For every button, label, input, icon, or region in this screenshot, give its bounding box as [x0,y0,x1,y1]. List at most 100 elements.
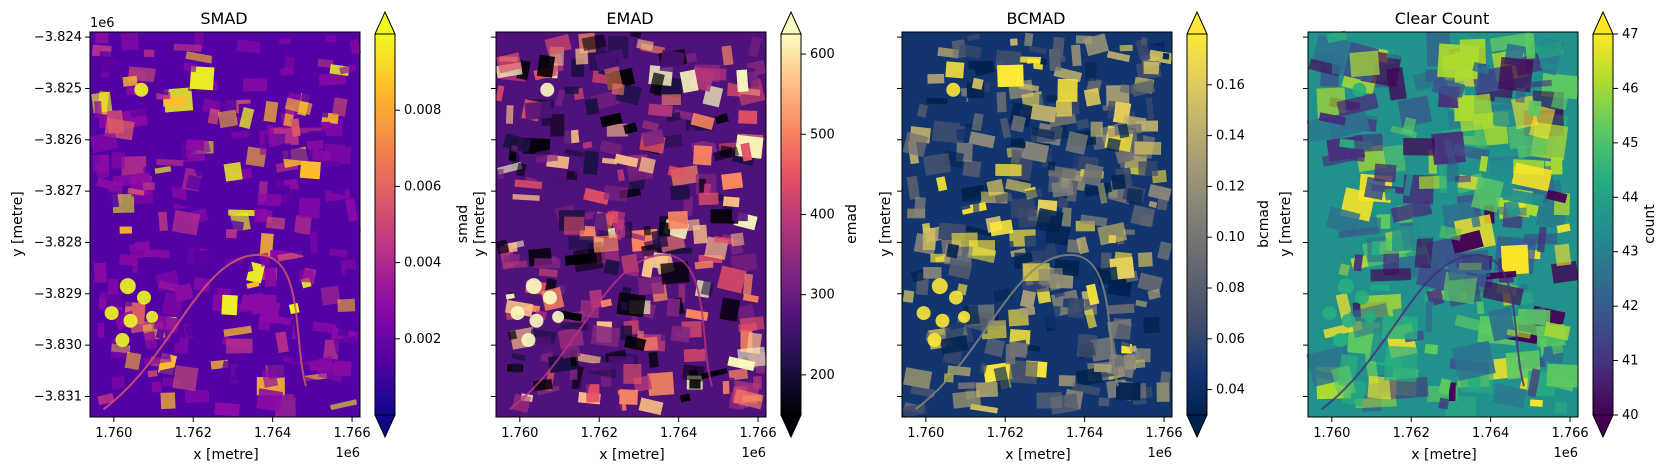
y-axis-label: y [metre] [10,191,26,256]
x-axis-label: x [metre] [193,447,258,463]
colorbar-extend-max [780,10,802,35]
y-axis-label: y [metre] [1278,191,1294,256]
x-axis-label: x [metre] [1005,447,1070,463]
y-tick-label: −3.824 [34,30,82,45]
y-tick-label: −3.831 [34,389,82,404]
x-offset-label: 1e6 [1553,446,1578,461]
colorbar-tick-label: 500 [810,127,835,142]
x-tick-label: 1.764 [1472,426,1509,441]
colorbar-tick-label: 0.12 [1216,179,1245,194]
colorbar-frame [374,34,396,415]
colorbar-tick-label: 42 [1622,299,1639,314]
x-tick-label: 1.762 [987,426,1024,441]
colorbar-tick-label: 0.14 [1216,129,1245,144]
x-tick-label: 1.760 [1313,426,1350,441]
colorbar-frame [1592,34,1614,415]
colorbar-tick-label: 45 [1622,136,1639,151]
colorbar-extend-min [374,414,396,439]
x-tick-label: 1.762 [581,426,618,441]
colorbar: 200 300 400 500 600 [780,10,835,439]
heatmap-image [90,31,362,418]
heatmap-image [1306,30,1579,418]
colorbar-tick-label: 0.10 [1216,230,1245,245]
colorbar: 0.002 0.004 0.006 0.008 [374,10,441,439]
x-tick-label: 1.762 [175,426,212,441]
x-tick-label: 1.760 [907,426,944,441]
colorbar-tick-label: 47 [1622,27,1639,42]
x-axis-label: x [metre] [1411,447,1476,463]
colorbar-extend-min [1592,414,1614,439]
panel-title: BCMAD [1007,9,1066,28]
colorbar-label: smad [455,205,471,243]
y-axis-label: y [metre] [472,191,488,256]
plot-frame [901,31,1173,418]
colorbar-tick-label: 41 [1622,354,1639,369]
x-tick-label: 1.764 [1066,426,1103,441]
colorbar-tick-label: 40 [1622,408,1639,423]
panel-title: EMAD [606,9,653,28]
colorbar-tick-label: 0.002 [404,332,441,347]
colorbar-extend-min [780,414,802,439]
panel-smad: SMAD 1e6 1.760 1.762 1.764 1.766 −3.824 −3.8… [10,9,471,463]
x-tick-label: 1.766 [739,426,776,441]
x-tick-label: 1.766 [1551,426,1588,441]
colorbar-gradient [781,34,801,415]
colorbar-tick-label: 0.06 [1216,332,1245,347]
colorbar: 0.04 0.06 0.08 0.10 0.12 0.14 0.16 [1186,10,1245,439]
y-tick-label: −3.827 [34,184,82,199]
colorbar-tick-label: 200 [810,368,835,383]
heatmap-image [902,32,1173,418]
y-tick-label: −3.828 [34,235,82,250]
x-tick-label: 1.764 [254,426,291,441]
colorbar-frame [780,34,802,415]
heatmap-image [495,31,767,417]
x-axis-label: x [metre] [599,447,664,463]
panel-title: Clear Count [1395,9,1489,28]
colorbar-label: bcmad [1256,200,1272,248]
plot-frame [495,31,767,418]
colorbar-tick-label: 0.008 [404,103,441,118]
plot-frame [1307,31,1579,418]
y-tick-label: −3.825 [34,81,82,96]
x-offset-label: 1e6 [741,446,766,461]
x-tick-label: 1.762 [1393,426,1430,441]
x-tick-label: 1.760 [501,426,538,441]
colorbar-frame [1186,34,1208,415]
colorbar-tick-label: 300 [810,288,835,303]
colorbar-tick-label: 46 [1622,81,1639,96]
panel-emad: EMAD 1.760 1.762 1.764 1.766 x [metre] 1e6 … [472,9,860,463]
colorbar-tick-label: 400 [810,207,835,222]
y-tick-label: −3.826 [34,133,82,148]
colorbar-extend-max [1592,10,1614,35]
colorbar-gradient [1593,34,1613,415]
plot-frame [89,31,361,418]
y-offset-label: 1e6 [90,16,115,31]
colorbar: 40 41 42 43 44 45 46 47 [1592,10,1639,439]
y-axis-label: y [metre] [878,191,894,256]
panel-title: SMAD [200,9,247,28]
y-tick-label: −3.829 [34,287,82,302]
x-tick-label: 1.764 [660,426,697,441]
colorbar-tick-label: 0.08 [1216,281,1245,296]
colorbar-tick-label: 0.04 [1216,383,1245,398]
x-tick-label: 1.760 [95,426,132,441]
panel-clear-count: Clear Count 1.760 1.762 1.764 1.766 x [metr… [1278,9,1658,463]
colorbar-gradient [1187,34,1207,415]
colorbar-tick-label: 600 [810,47,835,62]
colorbar-tick-label: 44 [1622,190,1639,205]
x-tick-label: 1.766 [1145,426,1182,441]
colorbar-label: count [1642,204,1658,244]
colorbar-gradient [375,34,395,415]
colorbar-tick-label: 0.16 [1216,78,1245,93]
colorbar-label: emad [844,204,860,244]
panel-bcmad: BCMAD 1.760 1.762 1.764 1.766 x [metre] 1e6… [878,9,1272,463]
colorbar-extend-max [1186,10,1208,35]
colorbar-tick-label: 43 [1622,245,1639,260]
colorbar-extend-max [374,10,396,35]
y-tick-label: −3.830 [34,338,82,353]
colorbar-extend-min [1186,414,1208,439]
x-offset-label: 1e6 [1147,446,1172,461]
colorbar-tick-label: 0.006 [404,179,441,194]
x-offset-label: 1e6 [335,446,360,461]
